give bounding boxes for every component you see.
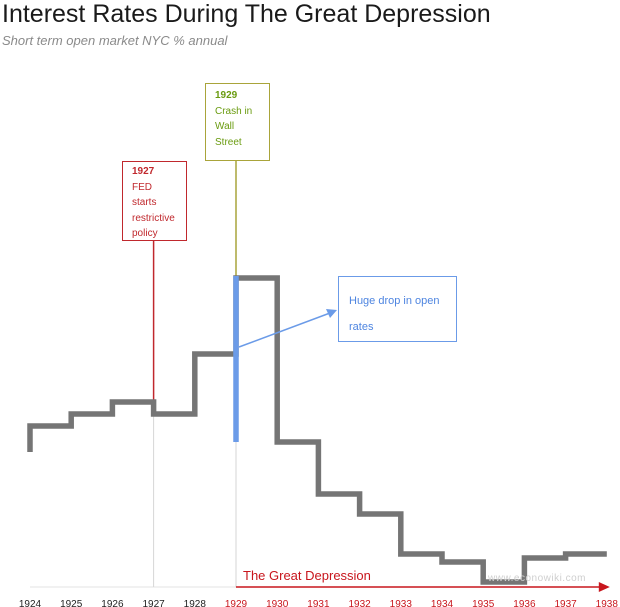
annotation-fed-year: 1927: [132, 166, 155, 177]
annotation-fed-line-2: starts: [132, 197, 157, 208]
annotation-fed-line-1: FED: [132, 181, 152, 193]
annotation-drop-line-2: rates: [349, 321, 374, 333]
tick-label-1924: 1924: [19, 599, 42, 607]
tick-label-1933: 1933: [390, 599, 413, 607]
tick-label-1929: 1929: [225, 599, 248, 607]
tick-label-1935: 1935: [472, 599, 495, 607]
tick-label-1934: 1934: [431, 599, 454, 607]
tick-label-1937: 1937: [554, 599, 577, 607]
annotation-wall-street-crash: 1929 Crash in Wall Street: [205, 83, 270, 161]
drop-arrow-head: [326, 309, 337, 318]
tick-label-1938: 1938: [596, 599, 619, 607]
annotation-drop-line-1: Huge drop in open: [349, 295, 440, 307]
tick-label-1925: 1925: [60, 599, 83, 607]
tick-label-1931: 1931: [307, 599, 330, 607]
tick-label-1932: 1932: [348, 599, 371, 607]
tick-label-1930: 1930: [266, 599, 289, 607]
tick-label-1936: 1936: [513, 599, 536, 607]
tick-label-1928: 1928: [184, 599, 207, 607]
annotation-crash-year: 1929: [215, 90, 238, 101]
watermark-text: www.econowiki.com: [488, 573, 586, 584]
annotation-crash-line-1: Crash in: [215, 105, 253, 117]
drop-arrow-line: [238, 312, 331, 348]
annotation-fed-line-3: restrictive: [132, 212, 175, 224]
chart-title: Interest Rates During The Great Depressi…: [2, 0, 491, 28]
series-line-interest-rate: [27, 275, 607, 585]
annotation-fed-line-4: policy: [132, 228, 158, 239]
great-depression-label: The Great Depression: [243, 568, 371, 583]
annotation-fed-policy: 1927 FED starts restrictive policy: [122, 161, 187, 241]
tick-label-1926: 1926: [101, 599, 124, 607]
annotation-crash-line-2: Wall Street: [215, 121, 242, 148]
chart-subtitle: Short term open market NYC % annual: [2, 33, 228, 48]
annotation-huge-drop: Huge drop in open rates: [338, 276, 457, 342]
tick-label-1927: 1927: [142, 599, 165, 607]
depression-arrow-head: [598, 582, 610, 592]
